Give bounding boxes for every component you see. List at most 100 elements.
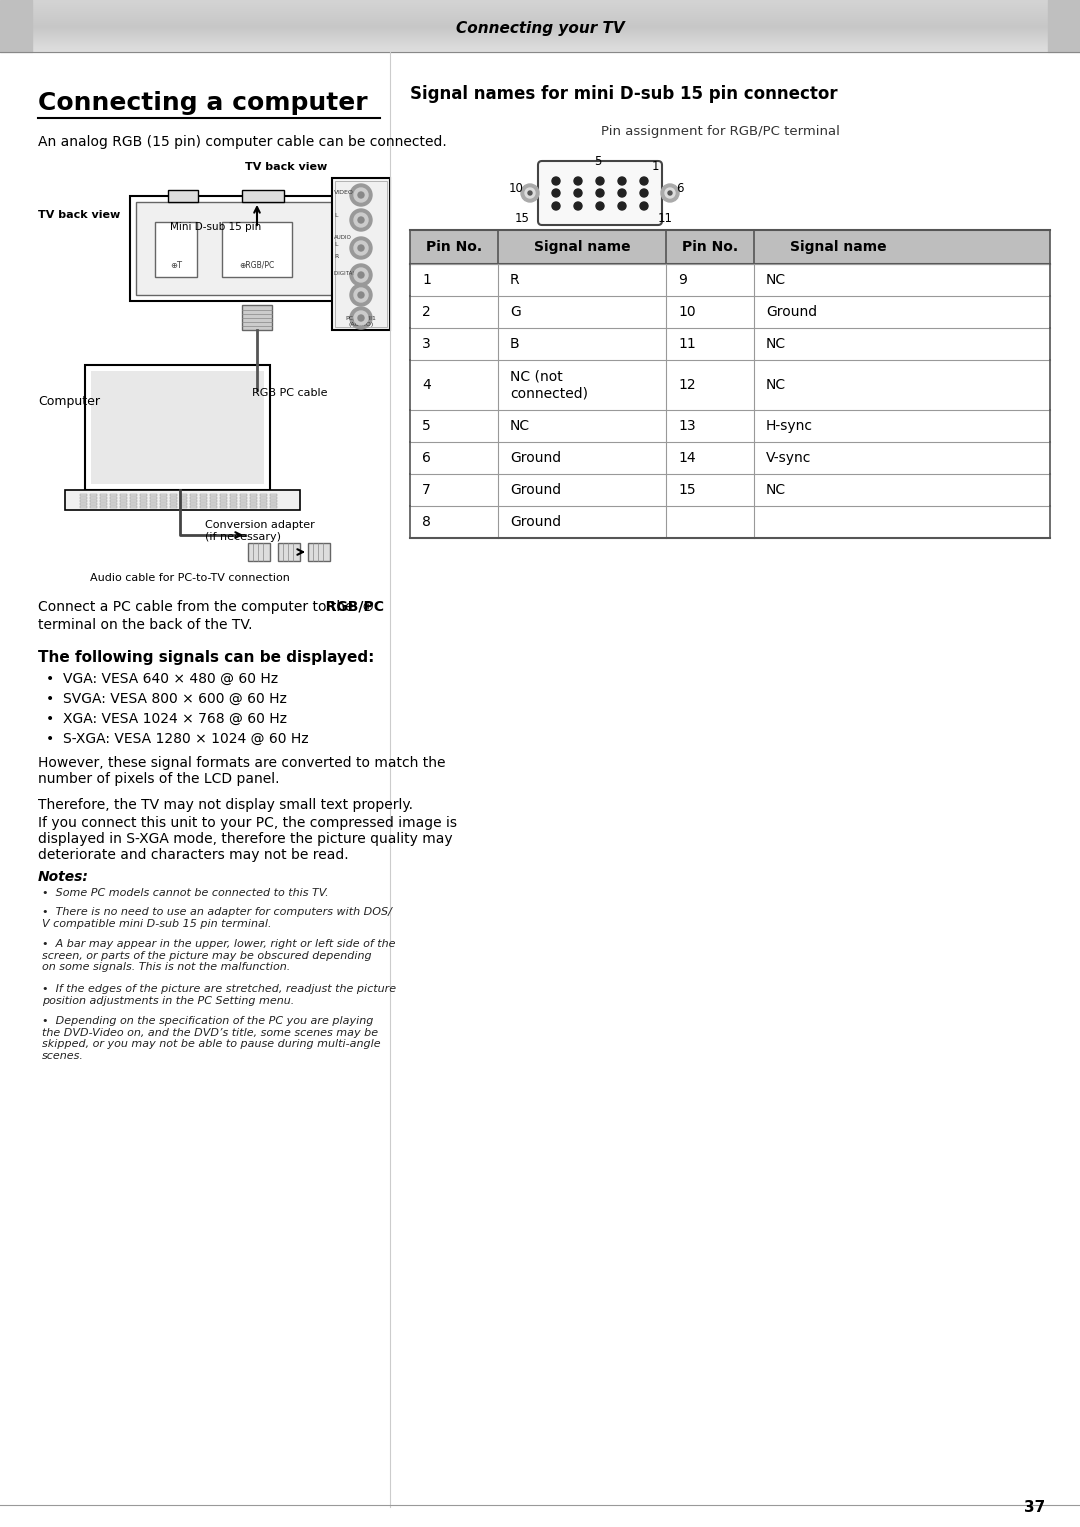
- Bar: [410, 231, 1050, 264]
- Text: Conversion adapter
(if necessary): Conversion adapter (if necessary): [205, 521, 314, 542]
- Text: •  A bar may appear in the upper, lower, right or left side of the
screen, or pa: • A bar may appear in the upper, lower, …: [42, 939, 395, 973]
- Text: Therefore, the TV may not display small text properly.: Therefore, the TV may not display small …: [38, 799, 413, 812]
- Text: RGB PC cable: RGB PC cable: [253, 388, 327, 399]
- Bar: [249, 505, 257, 508]
- Circle shape: [357, 192, 364, 199]
- Text: terminal on the back of the TV.: terminal on the back of the TV.: [38, 618, 253, 632]
- Bar: [170, 505, 177, 508]
- Text: 4: 4: [422, 379, 431, 392]
- Text: 1: 1: [652, 160, 660, 173]
- Bar: [180, 502, 187, 505]
- Text: 2: 2: [422, 305, 431, 319]
- Circle shape: [354, 289, 368, 302]
- Bar: [220, 496, 227, 499]
- Bar: [249, 499, 257, 502]
- Text: Ground: Ground: [510, 515, 562, 528]
- Circle shape: [618, 202, 626, 211]
- Bar: [332, 179, 390, 330]
- Circle shape: [596, 202, 604, 211]
- Text: 9: 9: [678, 273, 687, 287]
- Bar: [240, 505, 247, 508]
- Bar: [130, 505, 137, 508]
- Circle shape: [669, 191, 672, 195]
- Bar: [110, 495, 117, 496]
- Text: •  VGA: VESA 640 × 480 @ 60 Hz: • VGA: VESA 640 × 480 @ 60 Hz: [46, 672, 279, 686]
- Bar: [249, 495, 257, 496]
- Circle shape: [350, 284, 372, 305]
- Text: Notes:: Notes:: [38, 870, 89, 884]
- Circle shape: [354, 241, 368, 255]
- Text: 7: 7: [422, 483, 431, 496]
- Bar: [110, 499, 117, 502]
- Bar: [150, 496, 157, 499]
- Bar: [140, 495, 147, 496]
- Bar: [240, 502, 247, 505]
- Circle shape: [521, 183, 539, 202]
- Text: NC: NC: [766, 337, 786, 351]
- Circle shape: [618, 189, 626, 197]
- Text: 37: 37: [1024, 1500, 1045, 1515]
- Text: R: R: [334, 253, 338, 260]
- Bar: [335, 182, 387, 327]
- Bar: [160, 505, 167, 508]
- Bar: [120, 495, 127, 496]
- Bar: [242, 189, 284, 202]
- Bar: [220, 499, 227, 502]
- Bar: [100, 505, 107, 508]
- Text: PC/HDMI1
(AUDIO): PC/HDMI1 (AUDIO): [346, 316, 377, 327]
- Circle shape: [618, 177, 626, 185]
- Bar: [91, 371, 264, 484]
- Bar: [110, 502, 117, 505]
- Text: An analog RGB (15 pin) computer cable can be connected.: An analog RGB (15 pin) computer cable ca…: [38, 134, 447, 150]
- Bar: [240, 499, 247, 502]
- Text: L: L: [334, 212, 337, 218]
- Bar: [180, 499, 187, 502]
- Bar: [240, 496, 247, 499]
- Text: 10: 10: [678, 305, 696, 319]
- Circle shape: [525, 188, 535, 199]
- Text: •  XGA: VESA 1024 × 768 @ 60 Hz: • XGA: VESA 1024 × 768 @ 60 Hz: [46, 712, 287, 725]
- Bar: [200, 505, 207, 508]
- Text: 11: 11: [678, 337, 696, 351]
- Bar: [190, 495, 197, 496]
- Bar: [90, 502, 97, 505]
- Bar: [100, 502, 107, 505]
- Circle shape: [596, 177, 604, 185]
- Text: Mini D-sub 15 pin: Mini D-sub 15 pin: [170, 221, 261, 232]
- Bar: [160, 496, 167, 499]
- Circle shape: [354, 269, 368, 282]
- Text: 11: 11: [658, 212, 673, 224]
- Bar: [130, 496, 137, 499]
- Circle shape: [357, 292, 364, 298]
- Bar: [190, 496, 197, 499]
- Bar: [1048, 0, 1080, 52]
- Circle shape: [350, 209, 372, 231]
- Bar: [230, 495, 237, 496]
- Bar: [270, 495, 276, 496]
- Bar: [130, 499, 137, 502]
- Bar: [270, 505, 276, 508]
- Circle shape: [640, 202, 648, 211]
- Text: 1: 1: [422, 273, 431, 287]
- Text: Connect a PC cable from the computer to the  ⊕: Connect a PC cable from the computer to …: [38, 600, 378, 614]
- Text: Connecting a computer: Connecting a computer: [38, 92, 367, 115]
- Bar: [230, 505, 237, 508]
- Bar: [160, 499, 167, 502]
- Text: NC (not
connected): NC (not connected): [510, 370, 588, 400]
- Bar: [90, 499, 97, 502]
- Circle shape: [573, 202, 582, 211]
- Circle shape: [350, 183, 372, 206]
- Bar: [242, 305, 272, 330]
- Bar: [220, 495, 227, 496]
- Bar: [249, 496, 257, 499]
- Bar: [170, 502, 177, 505]
- Bar: [190, 499, 197, 502]
- Bar: [168, 189, 198, 202]
- Circle shape: [357, 272, 364, 278]
- Bar: [100, 499, 107, 502]
- Bar: [270, 499, 276, 502]
- Text: 5: 5: [422, 418, 431, 434]
- Text: 13: 13: [678, 418, 696, 434]
- Bar: [150, 495, 157, 496]
- Bar: [248, 544, 270, 560]
